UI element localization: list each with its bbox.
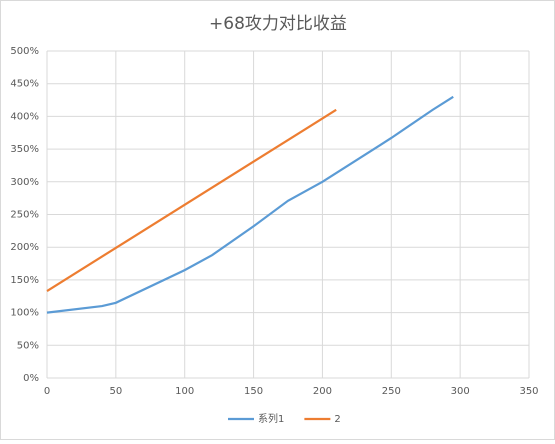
y-tick-label: 450% bbox=[10, 79, 39, 90]
legend-label: 系列1 bbox=[258, 412, 284, 425]
x-tick-label: 350 bbox=[519, 386, 538, 397]
series-line bbox=[46, 108, 337, 292]
y-tick-label: 350% bbox=[10, 144, 39, 155]
x-tick-label: 150 bbox=[244, 386, 263, 397]
legend-label: 2 bbox=[334, 414, 340, 425]
y-tick-label: 200% bbox=[10, 242, 39, 253]
y-tick-label: 0% bbox=[23, 373, 39, 384]
x-tick-label: 50 bbox=[109, 386, 122, 397]
y-tick-label: 150% bbox=[10, 275, 39, 286]
x-tick-label: 0 bbox=[44, 386, 50, 397]
chart-title: +68攻力对比收益 bbox=[209, 14, 347, 34]
y-tick-label: 100% bbox=[10, 308, 39, 319]
y-tick-label: 500% bbox=[10, 46, 39, 57]
y-tick-label: 50% bbox=[17, 340, 39, 351]
x-tick-label: 300 bbox=[451, 386, 470, 397]
y-tick-label: 400% bbox=[10, 111, 39, 122]
x-tick-label: 200 bbox=[313, 386, 332, 397]
y-tick-label: 300% bbox=[10, 177, 39, 188]
x-tick-label: 250 bbox=[382, 386, 401, 397]
series-line bbox=[46, 95, 454, 314]
y-tick-label: 250% bbox=[10, 210, 39, 221]
x-tick-label: 100 bbox=[175, 386, 194, 397]
